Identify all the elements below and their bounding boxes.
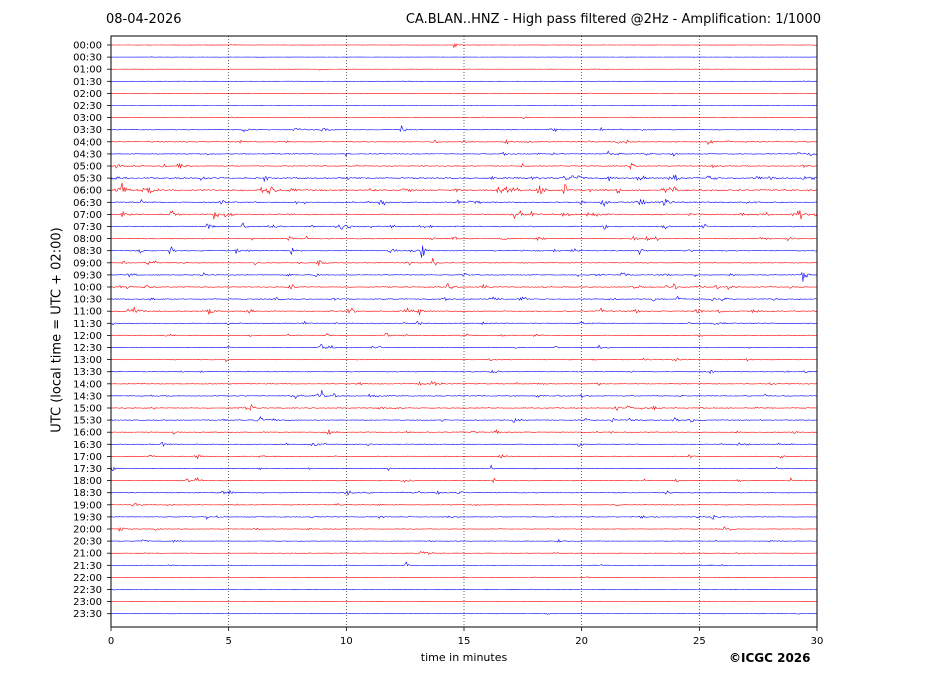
y-tick-label-1830: 18:30 (73, 488, 102, 499)
y-tick-label-1330: 13:30 (73, 367, 102, 378)
y-tick-label-0330: 03:30 (73, 125, 102, 136)
y-tick-label-2130: 21:30 (73, 561, 102, 572)
trace-0630 (110, 198, 818, 207)
y-tick-group: 00:0000:3001:0001:3002:0002:3003:0003:30… (73, 41, 111, 620)
x-tick-label-15: 15 (458, 636, 471, 647)
trace-0830 (110, 245, 818, 258)
y-tick-label-1100: 11:00 (73, 307, 102, 318)
y-tick-label-2030: 20:30 (73, 537, 102, 548)
y-tick-label-2200: 22:00 (73, 573, 102, 584)
y-tick-label-0400: 04:00 (73, 137, 102, 148)
trace-0800 (110, 235, 818, 242)
y-tick-label-2330: 23:30 (73, 609, 102, 620)
trace-2200 (110, 576, 818, 579)
trace-1930 (110, 514, 818, 520)
date-label: 08-04-2026 (106, 12, 182, 27)
y-tick-label-1430: 14:30 (73, 391, 102, 402)
trace-1000 (110, 283, 818, 290)
y-tick-label-2000: 20:00 (73, 525, 102, 536)
y-tick-label-0430: 04:30 (73, 149, 102, 160)
x-tick-label-25: 25 (693, 636, 706, 647)
trace-2130 (110, 561, 818, 567)
y-tick-label-1000: 10:00 (73, 283, 102, 294)
y-tick-label-1630: 16:30 (73, 440, 102, 451)
x-tick-group: 0 5 10 15 20 25 30 (108, 627, 824, 647)
y-tick-label-1530: 15:30 (73, 416, 102, 427)
y-tick-label-0030: 00:30 (73, 53, 102, 64)
trace-2300 (110, 600, 818, 603)
plot-frame (110, 35, 818, 628)
y-tick-label-2100: 21:00 (73, 549, 102, 560)
y-tick-label-0730: 07:30 (73, 222, 102, 233)
y-tick-label-1300: 13:00 (73, 355, 102, 366)
trace-1230 (110, 344, 818, 350)
y-tick-label-2230: 22:30 (73, 585, 102, 596)
y-tick-label-1230: 12:30 (73, 343, 102, 354)
y-tick-label-1900: 19:00 (73, 500, 102, 511)
trace-1200 (110, 332, 818, 338)
trace-1600 (110, 428, 818, 435)
trace-0730 (111, 222, 818, 230)
y-tick-label-1500: 15:00 (73, 404, 102, 415)
y-tick-label-0500: 05:00 (73, 162, 102, 173)
y-tick-label-1930: 19:30 (73, 512, 102, 523)
x-tick-label-30: 30 (811, 636, 824, 647)
y-tick-label-1600: 16:00 (73, 428, 102, 439)
y-tick-label-0530: 05:30 (73, 174, 102, 185)
trace-0930 (110, 271, 818, 282)
x-tick-label-5: 5 (225, 636, 231, 647)
grid-group (228, 36, 700, 627)
trace-2100 (110, 551, 818, 555)
y-tick-label-0800: 08:00 (73, 234, 102, 245)
y-tick-label-1800: 18:00 (73, 476, 102, 487)
y-tick-label-0900: 09:00 (73, 258, 102, 269)
trace-1430 (110, 390, 818, 400)
y-tick-label-2300: 23:00 (73, 597, 102, 608)
y-tick-label-0830: 08:30 (73, 246, 102, 257)
y-tick-label-1130: 11:30 (73, 319, 102, 330)
y-tick-label-1730: 17:30 (73, 464, 102, 475)
x-tick-label-20: 20 (575, 636, 588, 647)
copyright-label: ©ICGC 2026 (729, 651, 811, 665)
y-tick-label-1400: 14:00 (73, 379, 102, 390)
trace-0900 (110, 258, 818, 266)
trace-0400 (110, 139, 818, 146)
x-tick-label-10: 10 (340, 636, 353, 647)
y-tick-label-1700: 17:00 (73, 452, 102, 463)
trace-0700 (110, 210, 818, 220)
y-tick-label-0230: 02:30 (73, 101, 102, 112)
x-axis-label: time in minutes (420, 651, 508, 664)
y-tick-label-0700: 07:00 (73, 210, 102, 221)
chart-title: CA.BLAN..HNZ - High pass filtered @2Hz -… (405, 12, 821, 27)
trace-1030 (110, 295, 818, 302)
trace-1330 (110, 369, 818, 375)
y-tick-label-0600: 06:00 (73, 186, 102, 197)
trace-2330 (111, 613, 818, 615)
y-tick-label-1200: 12:00 (73, 331, 102, 342)
y-tick-label-1030: 10:30 (73, 295, 102, 306)
y-tick-label-0300: 03:00 (73, 113, 102, 124)
y-tick-label-0630: 06:30 (73, 198, 102, 209)
trace-0000 (110, 42, 818, 49)
y-tick-label-0000: 00:00 (73, 41, 102, 52)
trace-1300 (110, 357, 818, 363)
y-tick-label-0100: 01:00 (73, 65, 102, 76)
y-tick-label-0200: 02:00 (73, 89, 102, 100)
trace-1100 (110, 306, 818, 316)
x-tick-label-0: 0 (108, 636, 114, 647)
trace-2230 (110, 588, 818, 591)
y-tick-label-0930: 09:30 (73, 270, 102, 281)
y-tick-label-0130: 01:30 (73, 77, 102, 88)
